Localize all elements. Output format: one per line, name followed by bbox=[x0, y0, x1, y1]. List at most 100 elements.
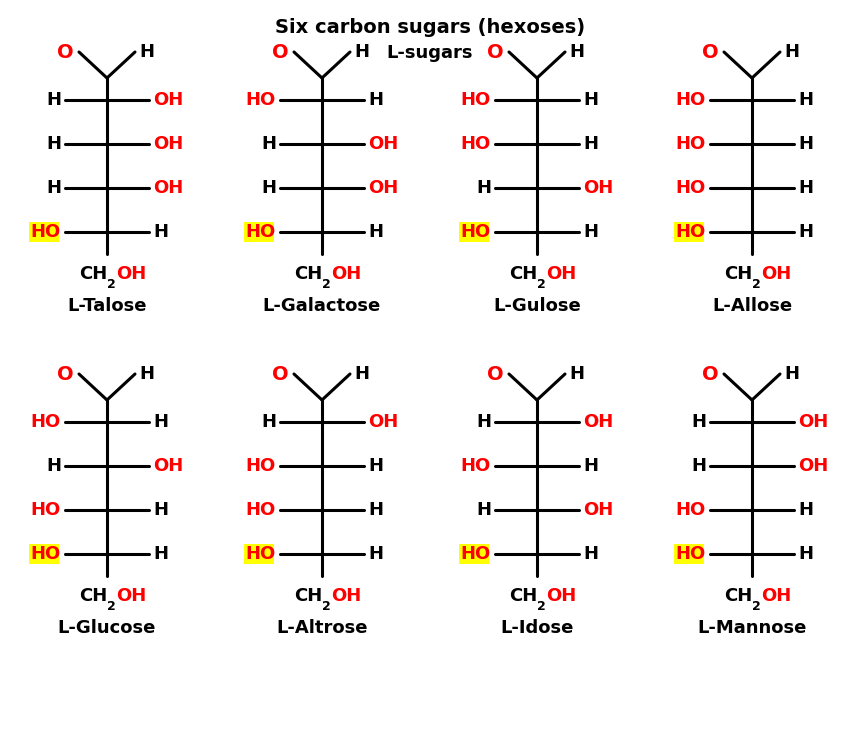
Text: OH: OH bbox=[761, 265, 791, 283]
Text: Six carbon sugars (hexoses): Six carbon sugars (hexoses) bbox=[275, 18, 585, 37]
FancyBboxPatch shape bbox=[29, 222, 59, 242]
Text: L-Gulose: L-Gulose bbox=[493, 297, 580, 315]
Text: CH: CH bbox=[294, 587, 322, 605]
Text: HO: HO bbox=[676, 179, 706, 197]
FancyBboxPatch shape bbox=[674, 544, 704, 564]
Text: 2: 2 bbox=[322, 278, 331, 291]
Text: H: H bbox=[153, 223, 168, 241]
FancyBboxPatch shape bbox=[459, 222, 489, 242]
Text: HO: HO bbox=[676, 223, 706, 241]
Text: OH: OH bbox=[583, 179, 613, 197]
Text: H: H bbox=[583, 91, 598, 109]
Text: O: O bbox=[58, 364, 74, 384]
Text: L-Talose: L-Talose bbox=[67, 297, 147, 315]
Text: H: H bbox=[261, 413, 276, 431]
Text: 2: 2 bbox=[752, 600, 761, 613]
Text: OH: OH bbox=[583, 501, 613, 519]
Text: HO: HO bbox=[676, 91, 706, 109]
Text: CH: CH bbox=[724, 587, 752, 605]
Text: O: O bbox=[58, 42, 74, 62]
Text: L-Mannose: L-Mannose bbox=[697, 619, 807, 637]
Text: H: H bbox=[583, 457, 598, 475]
Text: H: H bbox=[583, 223, 598, 241]
Text: 2: 2 bbox=[107, 600, 116, 613]
Text: H: H bbox=[784, 365, 799, 383]
Text: HO: HO bbox=[461, 223, 491, 241]
Text: HO: HO bbox=[676, 501, 706, 519]
Text: H: H bbox=[368, 91, 383, 109]
Text: HO: HO bbox=[31, 545, 61, 563]
Text: O: O bbox=[273, 42, 289, 62]
Text: O: O bbox=[488, 42, 504, 62]
Text: OH: OH bbox=[546, 587, 576, 605]
Text: H: H bbox=[691, 413, 706, 431]
Text: OH: OH bbox=[368, 179, 398, 197]
Text: CH: CH bbox=[79, 265, 107, 283]
Text: OH: OH bbox=[153, 91, 183, 109]
Text: CH: CH bbox=[509, 265, 537, 283]
FancyBboxPatch shape bbox=[459, 544, 489, 564]
Text: OH: OH bbox=[153, 135, 183, 153]
Text: OH: OH bbox=[331, 265, 361, 283]
Text: HO: HO bbox=[461, 135, 491, 153]
Text: HO: HO bbox=[246, 91, 276, 109]
Text: 2: 2 bbox=[537, 600, 546, 613]
Text: H: H bbox=[153, 545, 168, 563]
Text: L-Allose: L-Allose bbox=[712, 297, 792, 315]
Text: H: H bbox=[354, 43, 369, 61]
Text: O: O bbox=[703, 364, 719, 384]
Text: H: H bbox=[569, 43, 584, 61]
Text: H: H bbox=[261, 135, 276, 153]
Text: OH: OH bbox=[116, 265, 146, 283]
Text: H: H bbox=[798, 179, 813, 197]
Text: H: H bbox=[798, 91, 813, 109]
Text: OH: OH bbox=[798, 457, 828, 475]
Text: HO: HO bbox=[31, 501, 61, 519]
Text: L-Galactose: L-Galactose bbox=[263, 297, 381, 315]
Text: HO: HO bbox=[676, 545, 706, 563]
Text: O: O bbox=[703, 42, 719, 62]
Text: H: H bbox=[368, 501, 383, 519]
Text: H: H bbox=[46, 135, 61, 153]
Text: HO: HO bbox=[461, 457, 491, 475]
Text: 2: 2 bbox=[752, 278, 761, 291]
Text: OH: OH bbox=[583, 413, 613, 431]
Text: OH: OH bbox=[546, 265, 576, 283]
Text: CH: CH bbox=[294, 265, 322, 283]
Text: H: H bbox=[476, 413, 491, 431]
Text: L-Glucose: L-Glucose bbox=[58, 619, 157, 637]
Text: H: H bbox=[46, 457, 61, 475]
Text: 2: 2 bbox=[537, 278, 546, 291]
Text: H: H bbox=[261, 179, 276, 197]
Text: H: H bbox=[153, 413, 168, 431]
Text: OH: OH bbox=[798, 413, 828, 431]
Text: OH: OH bbox=[368, 135, 398, 153]
Text: OH: OH bbox=[331, 587, 361, 605]
Text: H: H bbox=[784, 43, 799, 61]
Text: HO: HO bbox=[676, 135, 706, 153]
Text: HO: HO bbox=[461, 545, 491, 563]
Text: CH: CH bbox=[79, 587, 107, 605]
Text: H: H bbox=[476, 179, 491, 197]
Text: H: H bbox=[139, 43, 154, 61]
Text: H: H bbox=[476, 501, 491, 519]
Text: OH: OH bbox=[153, 457, 183, 475]
Text: OH: OH bbox=[116, 587, 146, 605]
Text: H: H bbox=[354, 365, 369, 383]
FancyBboxPatch shape bbox=[244, 222, 274, 242]
Text: OH: OH bbox=[153, 179, 183, 197]
Text: H: H bbox=[798, 223, 813, 241]
Text: L-Idose: L-Idose bbox=[501, 619, 574, 637]
Text: CH: CH bbox=[724, 265, 752, 283]
Text: H: H bbox=[798, 545, 813, 563]
Text: H: H bbox=[583, 135, 598, 153]
Text: HO: HO bbox=[31, 223, 61, 241]
Text: H: H bbox=[368, 223, 383, 241]
Text: HO: HO bbox=[246, 501, 276, 519]
Text: HO: HO bbox=[461, 91, 491, 109]
Text: H: H bbox=[46, 179, 61, 197]
Text: L-Altrose: L-Altrose bbox=[276, 619, 368, 637]
Text: O: O bbox=[273, 364, 289, 384]
Text: H: H bbox=[139, 365, 154, 383]
Text: H: H bbox=[368, 457, 383, 475]
